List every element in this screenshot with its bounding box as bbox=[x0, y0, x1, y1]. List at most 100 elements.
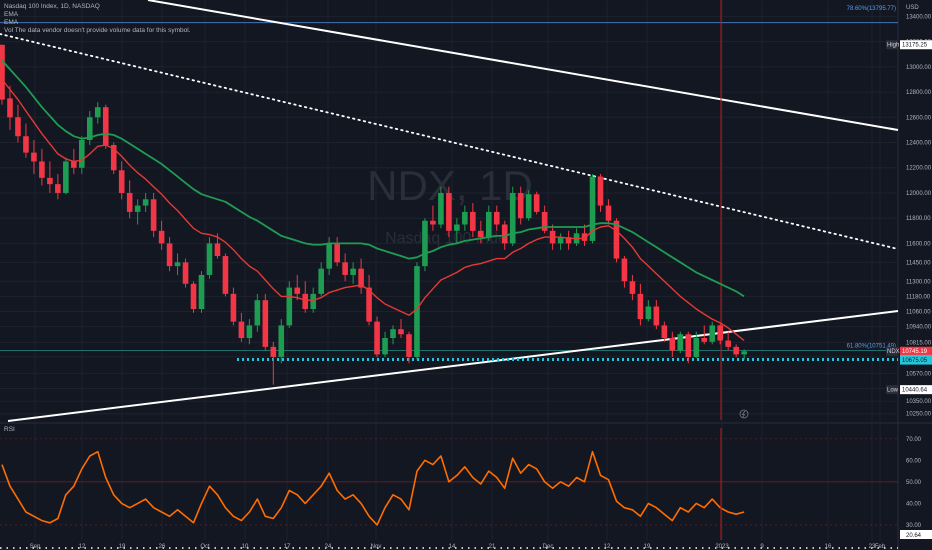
time-tick-label: Dec bbox=[543, 544, 554, 550]
candle-body bbox=[462, 211, 468, 225]
candle-body bbox=[334, 243, 340, 263]
price-tick-label: 11060.00 bbox=[906, 310, 931, 316]
time-tick-label: 24 bbox=[325, 544, 332, 550]
support-tag-2-bg bbox=[900, 355, 932, 365]
rsi-tick-label: 70.00 bbox=[906, 437, 922, 443]
time-tick-label: 16 bbox=[825, 544, 832, 550]
candle-body bbox=[318, 268, 324, 294]
candle-body bbox=[565, 237, 572, 244]
rsi-tick-label: 60.00 bbox=[906, 458, 922, 464]
candle-body bbox=[613, 220, 620, 259]
candle-body bbox=[262, 300, 269, 347]
ema-lines bbox=[1, 59, 745, 342]
candle-body bbox=[39, 161, 45, 178]
time-tick-label: 21 bbox=[489, 544, 496, 550]
candle-body bbox=[645, 306, 652, 320]
lower-trendline bbox=[7, 310, 899, 422]
candle-body bbox=[182, 262, 189, 284]
rsi-tick-label: 50.00 bbox=[906, 480, 922, 486]
candle-body bbox=[597, 176, 604, 206]
low-tag: Low 10440.64 bbox=[886, 385, 932, 395]
rsi-pane-label[interactable]: RSI bbox=[4, 426, 15, 433]
price-tick-label: 12400.00 bbox=[906, 141, 932, 147]
candle-body bbox=[15, 117, 21, 137]
candle-body bbox=[238, 321, 245, 339]
ema-legend-2[interactable]: EMA bbox=[4, 19, 19, 26]
high-tag-caption-bg bbox=[886, 40, 898, 50]
price-tick-label: 12000.00 bbox=[906, 191, 932, 197]
price-tick-label: 11450.00 bbox=[906, 260, 931, 266]
candle-body bbox=[589, 176, 596, 241]
candle-body bbox=[358, 268, 364, 288]
dotted-trendline bbox=[0, 33, 899, 250]
candle-body bbox=[677, 334, 684, 351]
candle-body bbox=[110, 145, 117, 171]
time-axis: Sep 12 19 26 Oct 10 17 24 Nov 14 21 Dec 12 19 2023 9 16 2… bbox=[30, 544, 886, 550]
upper-trendline bbox=[147, 0, 899, 131]
price-tick-label: 10350.00 bbox=[906, 399, 932, 405]
price-tick-label: 11300.00 bbox=[906, 279, 931, 285]
candle-body bbox=[470, 211, 476, 231]
fib-618-label: 61.80%(10751.49) bbox=[847, 343, 896, 349]
time-tick-label: 2023 bbox=[715, 544, 729, 550]
time-tick-label: 19 bbox=[644, 544, 651, 550]
candle-body bbox=[605, 205, 612, 221]
candle-body bbox=[230, 293, 237, 322]
candle-body bbox=[709, 325, 716, 342]
last-price-tag-caption-bg bbox=[886, 346, 898, 356]
last-price-tag-caption: NDX bbox=[887, 349, 900, 355]
time-tick-label: 12 bbox=[79, 544, 86, 550]
rsi-pane bbox=[0, 428, 898, 549]
candle-body bbox=[525, 194, 532, 219]
ema-legend-1[interactable]: EMA bbox=[4, 11, 19, 18]
candle-body bbox=[693, 338, 700, 357]
chart-legend[interactable]: Nasdaq 100 Index, 1D, NASDAQ EMA EMA Vol… bbox=[4, 3, 190, 35]
candle-body bbox=[174, 262, 181, 267]
price-tick-label: 13000.00 bbox=[906, 65, 932, 71]
low-tag-value: 10440.64 bbox=[902, 388, 928, 394]
candle-body bbox=[270, 346, 277, 357]
candle-body bbox=[326, 243, 332, 269]
price-tick-label: 11180.00 bbox=[906, 294, 931, 300]
time-tick-label: 17 bbox=[284, 544, 291, 550]
price-tick-label: 12800.00 bbox=[906, 90, 932, 96]
candle-body bbox=[661, 325, 668, 339]
time-tick-label: 26 bbox=[159, 544, 166, 550]
last-price-tag: NDX 10745.19 bbox=[886, 346, 932, 356]
candle-body bbox=[126, 192, 133, 212]
time-tick-label: 10 bbox=[242, 544, 249, 550]
candle-body bbox=[717, 325, 723, 341]
lightning-icon bbox=[741, 410, 746, 418]
candle-body bbox=[214, 243, 221, 257]
low-tag-bg bbox=[900, 385, 932, 395]
candle-body bbox=[485, 211, 492, 238]
candle-body bbox=[398, 329, 404, 335]
candle-body bbox=[422, 220, 428, 267]
candle-body bbox=[390, 329, 396, 339]
symbol-title[interactable]: Nasdaq 100 Index, 1D, NASDAQ bbox=[4, 3, 100, 10]
support-tag-2-value: 10675.05 bbox=[902, 358, 928, 364]
last-price-tag-value: 10745.19 bbox=[902, 349, 928, 355]
candle-body bbox=[94, 107, 101, 118]
candle-body bbox=[166, 243, 173, 267]
candle-body bbox=[7, 98, 13, 118]
price-tick-label: 10815.00 bbox=[906, 340, 932, 346]
candle-body bbox=[414, 266, 420, 357]
event-icon-ring bbox=[739, 409, 749, 419]
rsi-line bbox=[1, 450, 745, 526]
candle-body bbox=[206, 243, 213, 275]
drawing-tools[interactable] bbox=[0, 0, 899, 422]
candle-body bbox=[294, 287, 301, 294]
time-tick-label: 19 bbox=[119, 544, 126, 550]
support-tag-2: 10675.05 bbox=[900, 355, 932, 365]
time-tick-label: 14 bbox=[449, 544, 456, 550]
time-tick-label: 9 bbox=[760, 544, 764, 550]
candle-body bbox=[0, 44, 5, 100]
price-tick-label: 10250.00 bbox=[906, 412, 932, 418]
candle-body bbox=[517, 192, 524, 219]
candle-body bbox=[222, 256, 229, 294]
candle-body bbox=[246, 325, 253, 339]
candle-body bbox=[454, 224, 460, 231]
fib-786-label: 78.60%(13795.77) bbox=[847, 6, 896, 12]
